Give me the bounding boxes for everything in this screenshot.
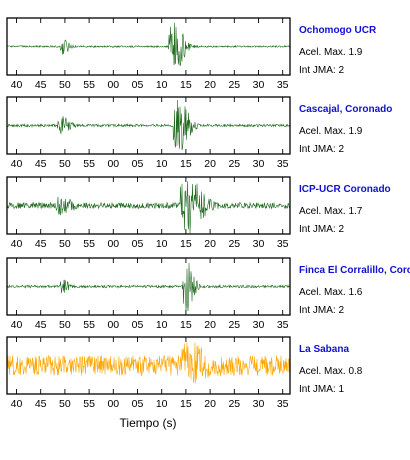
x-tick-label: 30 bbox=[253, 319, 265, 331]
station-name: La Sabana bbox=[299, 344, 349, 355]
x-tick-label: 00 bbox=[107, 398, 119, 410]
x-tick-label: 45 bbox=[35, 79, 47, 91]
x-tick-label: 20 bbox=[204, 398, 216, 410]
x-tick-label: 20 bbox=[204, 238, 216, 250]
panel-frame bbox=[6, 96, 291, 155]
waveform-trace bbox=[6, 342, 291, 384]
x-tick-label: 55 bbox=[83, 398, 95, 410]
jma-intensity-label: Int JMA: 2 bbox=[299, 144, 344, 155]
x-tick-label: 45 bbox=[35, 158, 47, 170]
station-panel: 40 45 50 55 00 05 10 15 20 25 30 35 Cascajal, Corona… bbox=[6, 96, 392, 170]
x-tick-label: 30 bbox=[253, 238, 265, 250]
x-tick-label: 50 bbox=[59, 158, 71, 170]
x-tick-label: 20 bbox=[204, 158, 216, 170]
station-name: Finca El Corralillo, Coronado bbox=[299, 265, 410, 276]
max-acceleration-label: Acel. Max. 1.9 bbox=[299, 126, 363, 137]
x-tick-label: 30 bbox=[253, 398, 265, 410]
max-acceleration-label: Acel. Max. 1.6 bbox=[299, 287, 363, 298]
max-acceleration-label: Acel. Max. 1.9 bbox=[299, 47, 363, 58]
x-tick-label: 05 bbox=[132, 158, 144, 170]
waveform-trace bbox=[6, 181, 291, 234]
x-tick-label: 55 bbox=[83, 319, 95, 331]
x-tick-label: 30 bbox=[253, 79, 265, 91]
x-tick-label: 55 bbox=[83, 79, 95, 91]
waveform-trace bbox=[6, 262, 291, 312]
max-acceleration-label: Acel. Max. 1.7 bbox=[299, 206, 363, 217]
x-tick-label: 00 bbox=[107, 319, 119, 331]
jma-intensity-label: Int JMA: 2 bbox=[299, 65, 344, 76]
x-tick-label: 15 bbox=[180, 398, 192, 410]
x-tick-label: 25 bbox=[228, 238, 240, 250]
x-tick-label: 40 bbox=[11, 238, 23, 250]
x-tick-label: 50 bbox=[59, 238, 71, 250]
x-tick-label: 35 bbox=[277, 158, 289, 170]
panels: 40 45 50 55 00 05 10 15 20 25 30 35 Ochomogo UCR Acel… bbox=[6, 17, 410, 410]
x-tick-label: 50 bbox=[59, 398, 71, 410]
x-tick-label: 25 bbox=[228, 158, 240, 170]
station-panel: 40 45 50 55 00 05 10 15 20 25 30 35 Finca El Corrali… bbox=[6, 257, 410, 331]
x-tick-label: 25 bbox=[228, 79, 240, 91]
x-tick-label: 25 bbox=[228, 319, 240, 331]
x-tick-label: 10 bbox=[156, 79, 168, 91]
x-tick-label: 15 bbox=[180, 79, 192, 91]
x-tick-label: 55 bbox=[83, 238, 95, 250]
x-tick-label: 50 bbox=[59, 319, 71, 331]
panel-frame bbox=[6, 336, 291, 395]
x-tick-label: 35 bbox=[277, 319, 289, 331]
x-tick-label: 35 bbox=[277, 238, 289, 250]
jma-intensity-label: Int JMA: 1 bbox=[299, 384, 344, 395]
x-tick-label: 45 bbox=[35, 398, 47, 410]
x-tick-label: 20 bbox=[204, 79, 216, 91]
station-name: Ochomogo UCR bbox=[299, 25, 377, 36]
station-name: Cascajal, Coronado bbox=[299, 104, 392, 115]
x-tick-label: 10 bbox=[156, 319, 168, 331]
x-tick-label: 00 bbox=[107, 79, 119, 91]
station-panel: 40 45 50 55 00 05 10 15 20 25 30 35 La Sabana Acel. M… bbox=[6, 336, 363, 410]
x-tick-label: 15 bbox=[180, 158, 192, 170]
waveform-trace bbox=[6, 99, 291, 151]
x-tick-label: 05 bbox=[132, 238, 144, 250]
x-tick-label: 40 bbox=[11, 398, 23, 410]
x-tick-label: 00 bbox=[107, 238, 119, 250]
x-tick-label: 45 bbox=[35, 238, 47, 250]
x-tick-label: 45 bbox=[35, 319, 47, 331]
x-tick-label: 40 bbox=[11, 158, 23, 170]
x-tick-label: 05 bbox=[132, 319, 144, 331]
x-tick-label: 20 bbox=[204, 319, 216, 331]
x-tick-label: 30 bbox=[253, 158, 265, 170]
station-panel: 40 45 50 55 00 05 10 15 20 25 30 35 ICP-UCR Coronado… bbox=[6, 176, 391, 250]
waveform-trace bbox=[6, 22, 291, 66]
jma-intensity-label: Int JMA: 2 bbox=[299, 224, 344, 235]
x-tick-label: 10 bbox=[156, 398, 168, 410]
x-tick-label: 15 bbox=[180, 238, 192, 250]
x-tick-label: 10 bbox=[156, 238, 168, 250]
x-tick-label: 10 bbox=[156, 158, 168, 170]
max-acceleration-label: Acel. Max. 0.8 bbox=[299, 366, 363, 377]
x-tick-label: 40 bbox=[11, 319, 23, 331]
x-tick-label: 35 bbox=[277, 79, 289, 91]
x-tick-label: 05 bbox=[132, 398, 144, 410]
x-tick-label: 35 bbox=[277, 398, 289, 410]
x-tick-label: 15 bbox=[180, 319, 192, 331]
x-tick-label: 40 bbox=[11, 79, 23, 91]
station-name: ICP-UCR Coronado bbox=[299, 184, 391, 195]
panel-frame bbox=[6, 17, 291, 76]
panel-frame bbox=[6, 176, 291, 235]
x-tick-label: 50 bbox=[59, 79, 71, 91]
x-tick-label: 00 bbox=[107, 158, 119, 170]
x-tick-label: 05 bbox=[132, 79, 144, 91]
station-panel: 40 45 50 55 00 05 10 15 20 25 30 35 Ochomogo UCR Acel… bbox=[6, 17, 377, 91]
panel-frame bbox=[6, 257, 291, 316]
x-tick-label: 25 bbox=[228, 398, 240, 410]
x-axis-title: Tiempo (s) bbox=[120, 416, 177, 430]
jma-intensity-label: Int JMA: 2 bbox=[299, 305, 344, 316]
x-tick-label: 55 bbox=[83, 158, 95, 170]
